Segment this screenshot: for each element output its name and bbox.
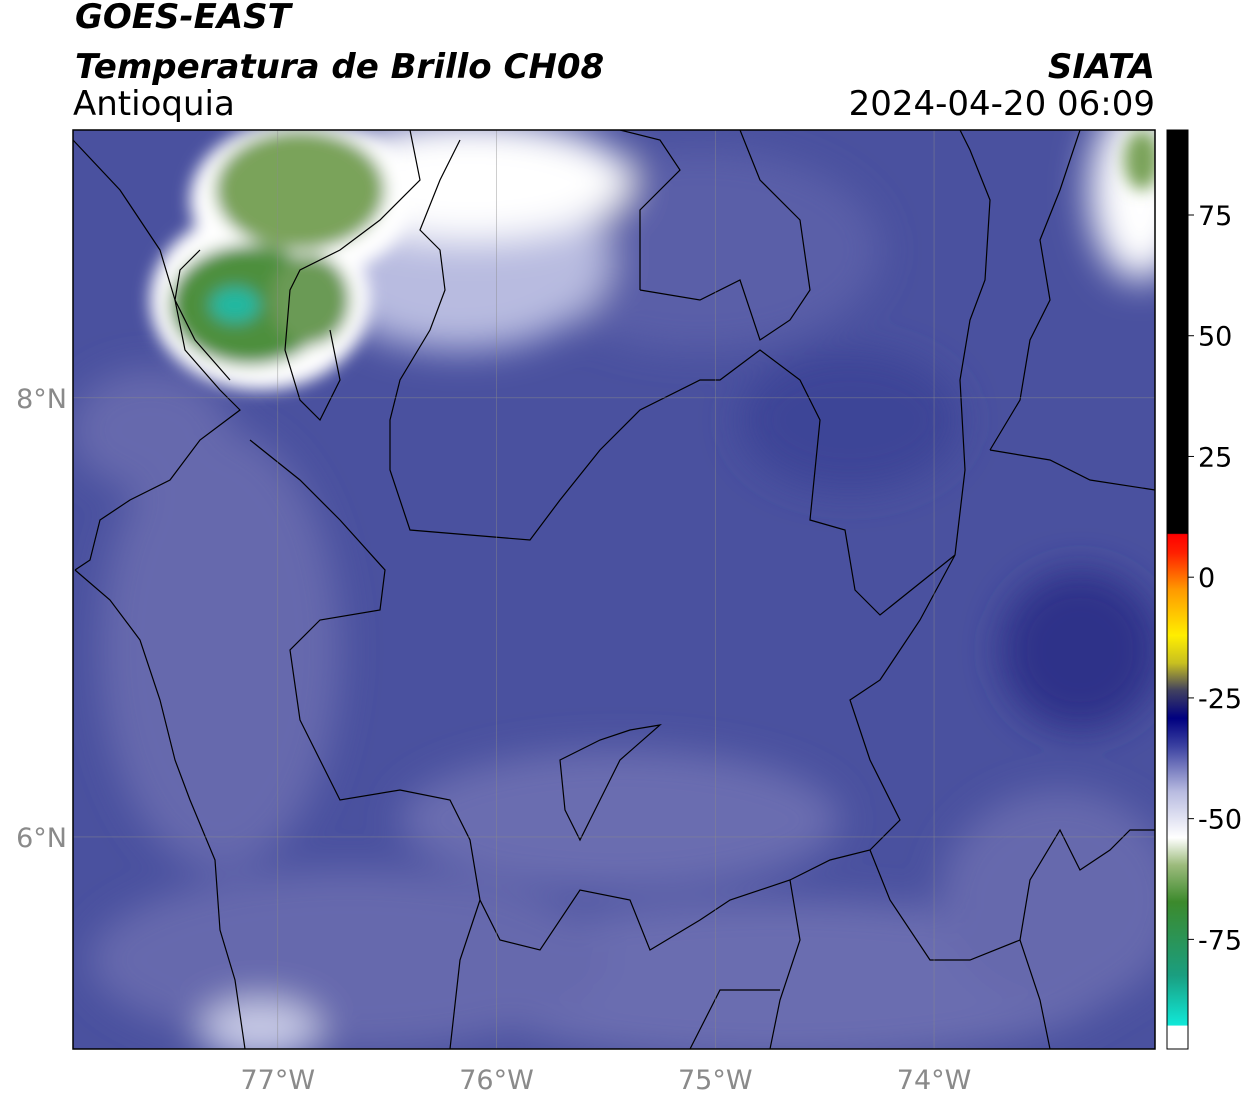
title: GOES-EAST	[75, 0, 294, 37]
subtitle: Temperatura de Brillo CH08	[75, 47, 604, 87]
x-tick-label: 77°W	[240, 1065, 315, 1096]
colorbar-tick-label: 75	[1198, 201, 1232, 232]
x-tick-label: 75°W	[678, 1065, 753, 1096]
y-tick-label: 6°N	[16, 823, 67, 854]
region: Antioquia	[73, 84, 235, 124]
map-frame	[72, 129, 1156, 1050]
datetime: 2024-04-20 06:09	[849, 84, 1155, 124]
grid	[73, 130, 1155, 1049]
colorbar-tick-label: -50	[1198, 805, 1242, 836]
colorbar-tick-label: -25	[1198, 684, 1242, 715]
map-image	[73, 130, 1155, 1049]
colorbar-tick-label: 0	[1198, 563, 1215, 594]
y-tick-label: 8°N	[16, 384, 67, 415]
borders	[73, 130, 1155, 1049]
colorbar	[1166, 129, 1189, 1050]
x-tick-label: 76°W	[459, 1065, 534, 1096]
colorbar-tick-label: -75	[1198, 925, 1242, 956]
colorbar-tick-label: 25	[1198, 442, 1232, 473]
x-tick-label: 74°W	[897, 1065, 972, 1096]
source: SIATA	[1048, 47, 1155, 87]
colorbar-tick-label: 50	[1198, 322, 1232, 353]
